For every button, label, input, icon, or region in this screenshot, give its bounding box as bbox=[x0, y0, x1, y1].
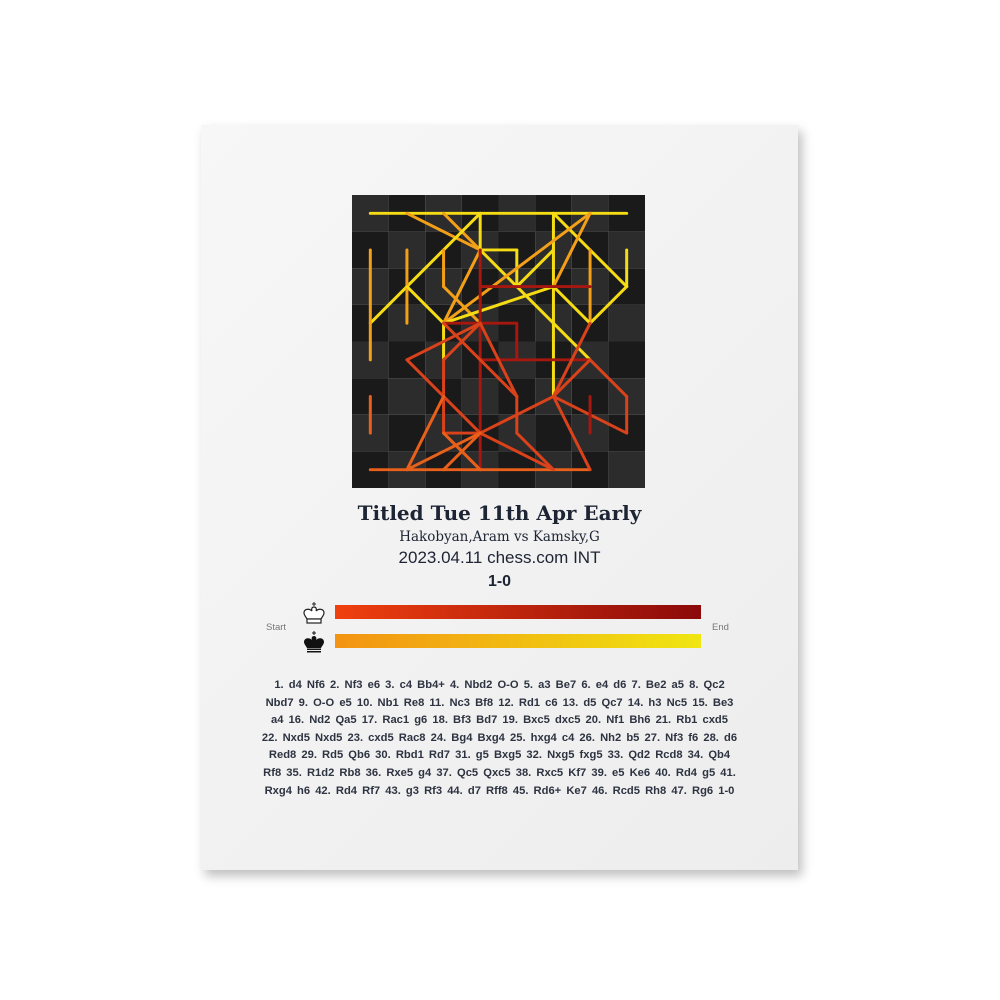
move-path-line bbox=[442, 321, 482, 362]
move-list: 1. d4 Nf6 2. Nf3 e6 3. c4 Bb4+ 4. Nbd2 O… bbox=[261, 679, 738, 797]
move-path-line bbox=[368, 211, 482, 325]
players: Hakobyan,Aram vs Kamsky,G bbox=[399, 529, 600, 545]
move-path-line bbox=[551, 211, 592, 252]
move-path-line bbox=[588, 285, 629, 325]
board-square bbox=[608, 341, 645, 379]
move-path-line bbox=[405, 211, 482, 252]
result: 1-0 bbox=[487, 573, 512, 590]
move-path-line bbox=[405, 431, 482, 472]
board-square bbox=[388, 378, 426, 415]
move-path-line bbox=[442, 431, 482, 472]
move-path-line bbox=[478, 431, 555, 472]
move-path-line bbox=[442, 285, 482, 325]
move-path-line bbox=[588, 358, 629, 398]
date-site: 2023.04.11 chess.com INT bbox=[398, 548, 601, 567]
black-moves-gradient-bar bbox=[335, 634, 701, 648]
move-path-line bbox=[515, 248, 555, 289]
move-path-line bbox=[551, 394, 592, 472]
start-label: Start bbox=[266, 622, 287, 633]
move-path-line bbox=[405, 321, 482, 362]
board-square bbox=[608, 304, 645, 342]
move-path-line bbox=[515, 431, 555, 472]
move-path-line bbox=[478, 321, 519, 398]
move-path-line bbox=[588, 248, 629, 289]
board-square bbox=[608, 451, 645, 488]
end-label: End bbox=[712, 622, 729, 633]
move-path-line bbox=[442, 248, 482, 325]
poster-card: Titled Tue 11th Apr Early Hakobyan,Aram … bbox=[201, 125, 798, 870]
move-path-line bbox=[551, 321, 592, 398]
move-path-line bbox=[442, 211, 592, 325]
move-path-line bbox=[551, 285, 592, 325]
white-king-icon bbox=[303, 602, 325, 624]
move-path-line bbox=[405, 394, 446, 472]
move-path-chessboard bbox=[352, 195, 645, 488]
move-path-line bbox=[405, 285, 446, 325]
white-moves-gradient-bar bbox=[335, 605, 701, 619]
move-path-line bbox=[551, 211, 592, 289]
move-path-line bbox=[442, 285, 555, 325]
black-king-icon bbox=[304, 631, 324, 653]
move-path-line bbox=[478, 248, 519, 289]
move-path-line bbox=[551, 358, 592, 398]
event-title: Titled Tue 11th Apr Early bbox=[357, 501, 642, 525]
